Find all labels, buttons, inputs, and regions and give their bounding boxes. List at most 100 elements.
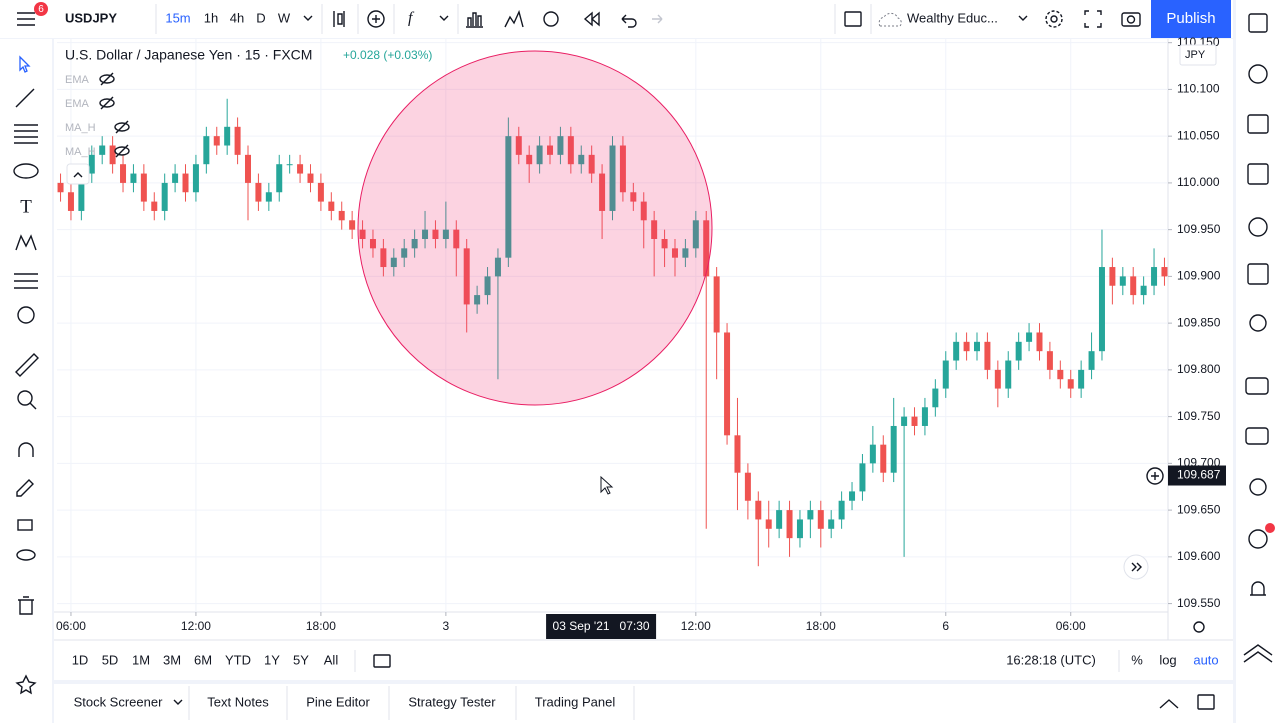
interval[interactable]: D [256, 10, 265, 25]
indicators-button[interactable]: f [408, 10, 415, 27]
candle-body [984, 341, 991, 370]
hide-tool[interactable] [16, 549, 36, 561]
undo-button[interactable] [621, 14, 637, 28]
fib-tool[interactable] [14, 124, 38, 144]
indicator-label[interactable]: MA_H [65, 122, 96, 134]
collapse-legend-button[interactable] [66, 163, 90, 185]
range-button[interactable]: 5D [102, 652, 119, 667]
candle-body [182, 173, 189, 193]
dropdown-arrow[interactable] [1018, 15, 1028, 21]
indicator-label[interactable]: MA_H [65, 146, 96, 158]
currency-button[interactable] [1179, 44, 1217, 66]
panel-tab[interactable]: Stock Screener [74, 694, 164, 709]
magnet-tool[interactable] [18, 442, 34, 457]
hotlists-button[interactable] [1248, 217, 1268, 237]
news-button[interactable] [1247, 114, 1269, 134]
icons-tool[interactable] [17, 306, 35, 324]
broadcast-button[interactable] [1248, 529, 1268, 549]
remove-tool[interactable] [18, 596, 34, 615]
menu-button[interactable] [17, 12, 35, 26]
alert-button[interactable] [543, 11, 559, 27]
publish-button[interactable] [1151, 0, 1231, 38]
dropdown-arrow[interactable] [173, 699, 183, 705]
layout-name[interactable]: Wealthy Educ... [907, 10, 998, 25]
range-button[interactable]: 1Y [264, 652, 280, 667]
collapse-button[interactable] [1243, 644, 1273, 663]
interval[interactable]: 15m [165, 10, 190, 25]
chats-button[interactable] [1245, 377, 1269, 395]
range-button[interactable]: 5Y [293, 652, 309, 667]
ideas-button[interactable] [1249, 314, 1267, 332]
snapshot-button[interactable] [1121, 12, 1141, 27]
maximize-panel-button[interactable] [1197, 694, 1215, 710]
expand-panel-button[interactable] [1159, 699, 1179, 709]
panel-tab[interactable]: Text Notes [207, 694, 269, 709]
panel-tab[interactable]: Strategy Tester [408, 694, 496, 709]
percent-toggle[interactable]: % [1131, 652, 1143, 667]
pattern-tool[interactable] [15, 234, 37, 251]
panel-tab[interactable]: Pine Editor [306, 694, 370, 709]
candle-body [286, 164, 293, 166]
interval[interactable]: 4h [230, 10, 244, 25]
calendar-button[interactable] [1247, 263, 1269, 285]
alerts-button[interactable] [1248, 64, 1268, 84]
watchlist-button[interactable] [1248, 13, 1268, 33]
compare-button[interactable] [367, 10, 385, 28]
series-title: U.S. Dollar / Japanese Yen · 15 · FXCM [65, 47, 312, 63]
goto-date-button[interactable] [373, 654, 391, 668]
circle-drawing[interactable] [357, 50, 713, 406]
interval[interactable]: 1h [204, 10, 218, 25]
interval[interactable]: W [278, 10, 291, 25]
messages-button[interactable] [1245, 427, 1269, 445]
lock-tool[interactable] [17, 519, 33, 531]
financials-button[interactable] [466, 12, 483, 28]
range-button[interactable]: 1D [72, 652, 89, 667]
candle-body [1130, 276, 1137, 296]
scale-settings-button[interactable] [1193, 621, 1205, 633]
dropdown-arrow[interactable] [439, 15, 449, 21]
cursor-tool[interactable] [19, 55, 31, 73]
log-toggle[interactable]: log [1159, 652, 1176, 667]
shape-tool[interactable] [13, 163, 39, 179]
data-window-button[interactable] [1247, 163, 1269, 185]
layout-button[interactable] [844, 11, 862, 27]
auto-toggle[interactable]: auto [1193, 652, 1218, 667]
fullscreen-button[interactable] [1084, 10, 1102, 28]
replay-button[interactable] [583, 11, 600, 27]
panel-tab[interactable]: Trading Panel [535, 694, 616, 709]
range-button[interactable]: 3M [163, 652, 181, 667]
prediction-tool[interactable] [14, 273, 38, 289]
clock[interactable]: 16:28:18 (UTC) [1006, 652, 1096, 667]
chart-type-button[interactable] [333, 11, 345, 27]
candle-body [99, 145, 106, 155]
dropdown-arrow[interactable] [303, 15, 313, 21]
candle-body [172, 173, 179, 183]
range-button[interactable]: 6M [194, 652, 212, 667]
notifications-button[interactable] [1250, 581, 1266, 596]
streams-button[interactable] [1249, 478, 1267, 496]
publish-label[interactable]: Publish [1166, 10, 1215, 27]
indicator-label[interactable]: EMA [65, 74, 90, 86]
measure-tool[interactable] [15, 353, 39, 377]
candle-body [1046, 351, 1053, 370]
zoom-tool[interactable] [17, 390, 33, 406]
indicator-label[interactable]: EMA [65, 98, 90, 110]
templates-button[interactable] [504, 9, 524, 28]
text-tool[interactable]: T [20, 196, 32, 217]
settings-button[interactable] [1045, 10, 1063, 28]
add-button[interactable] [1146, 467, 1164, 485]
range-button[interactable]: YTD [225, 652, 251, 667]
redo-button[interactable] [652, 14, 663, 24]
candle-body [526, 154, 533, 165]
trendline-tool[interactable] [15, 88, 35, 108]
currency[interactable]: JPY [1185, 49, 1206, 61]
candle-body [901, 416, 908, 426]
symbol[interactable]: USDJPY [65, 10, 117, 25]
range-button[interactable]: 1M [132, 652, 150, 667]
drawing-mode-tool[interactable] [16, 479, 34, 497]
favorites-tool[interactable] [15, 674, 37, 695]
y-tick-label: 109.550 [1177, 596, 1221, 610]
snapshot-icon [1126, 15, 1136, 24]
range-button[interactable]: All [324, 652, 339, 667]
